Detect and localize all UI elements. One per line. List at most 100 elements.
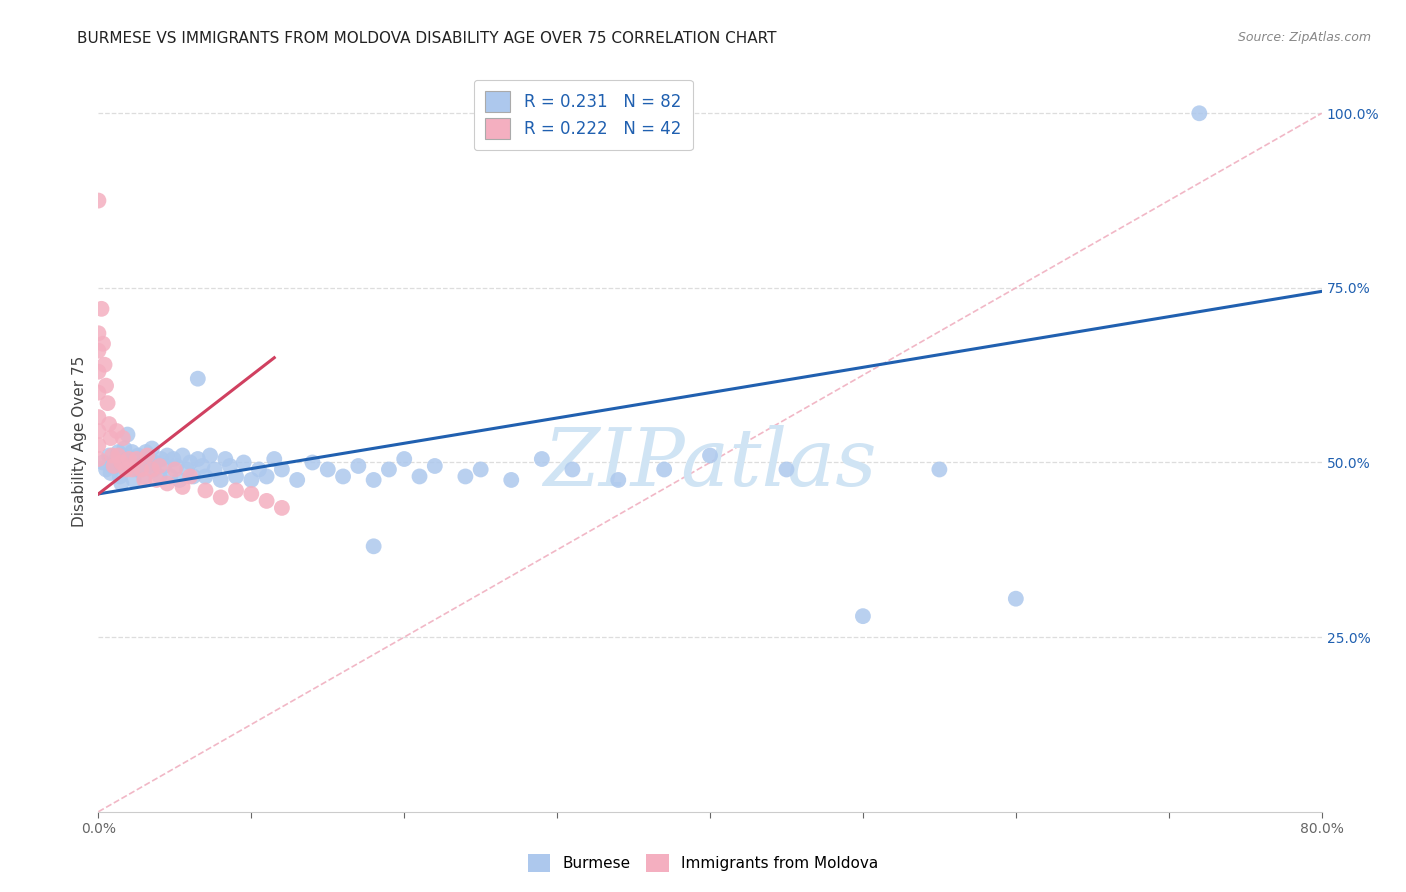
Point [1188,106,1211,120]
Point [392,452,416,467]
Point [214,452,236,467]
Point [103,458,125,473]
Point [378,462,401,476]
Point [270,462,292,476]
Point [530,452,553,467]
Point [111,431,134,445]
Point [219,458,242,473]
Point [98,449,121,463]
Point [125,452,148,467]
Point [143,455,166,469]
Point [134,473,156,487]
Point [90,301,112,316]
Point [145,473,167,487]
Point [118,452,141,467]
Point [107,449,129,463]
Point [187,372,209,386]
Point [153,458,176,473]
Point [301,455,323,469]
Text: Source: ZipAtlas.com: Source: ZipAtlas.com [1237,31,1371,45]
Point [928,462,950,476]
Point [852,609,875,624]
Point [172,449,194,463]
Point [149,458,172,473]
Point [423,458,446,473]
Point [87,424,110,438]
Point [94,378,117,392]
Point [247,462,270,476]
Point [121,445,143,459]
Point [204,462,226,476]
Point [118,458,141,473]
Point [775,462,797,476]
Point [134,469,156,483]
Point [111,449,134,463]
Point [98,417,121,431]
Point [270,500,292,515]
Point [127,449,149,463]
Point [187,452,209,467]
Point [120,452,142,467]
Text: ZIPatlas: ZIPatlas [543,425,877,502]
Point [129,462,152,476]
Point [209,473,232,487]
Y-axis label: Disability Age Over 75: Disability Age Over 75 [72,356,87,527]
Point [225,469,247,483]
Point [94,462,117,476]
Point [159,469,181,483]
Point [209,491,232,505]
Point [470,462,492,476]
Point [181,469,204,483]
Point [194,469,217,483]
Point [87,438,110,452]
Point [91,455,114,469]
Point [156,449,179,463]
Point [561,462,583,476]
Point [162,452,184,467]
Point [135,445,157,459]
Point [179,469,201,483]
Point [87,326,110,341]
Point [125,462,148,476]
Point [169,473,191,487]
Point [240,487,263,501]
Point [172,480,194,494]
Point [129,462,152,476]
Point [176,462,198,476]
Point [128,455,150,469]
Point [232,455,254,469]
Point [141,462,163,476]
Point [225,483,247,498]
Point [142,462,165,476]
Point [115,455,138,469]
Point [138,452,160,467]
Point [117,427,139,442]
Point [100,431,122,445]
Point [110,476,132,491]
Point [141,442,163,456]
Point [256,469,278,483]
Point [87,410,110,425]
Point [347,458,370,473]
Point [121,462,143,476]
Point [100,466,122,480]
Point [132,452,155,467]
Point [316,462,339,476]
Point [87,194,110,208]
Point [112,442,135,456]
Point [122,473,145,487]
Point [408,469,430,483]
Point [87,343,110,358]
Text: BURMESE VS IMMIGRANTS FROM MOLDOVA DISABILITY AGE OVER 75 CORRELATION CHART: BURMESE VS IMMIGRANTS FROM MOLDOVA DISAB… [77,31,778,46]
Point [652,462,675,476]
Point [363,473,385,487]
Point [93,358,115,372]
Point [136,458,159,473]
Point [87,452,110,467]
Point [87,385,110,400]
Point [363,539,385,553]
Point [105,452,128,467]
Point [91,336,114,351]
Point [107,445,129,459]
Point [263,452,285,467]
